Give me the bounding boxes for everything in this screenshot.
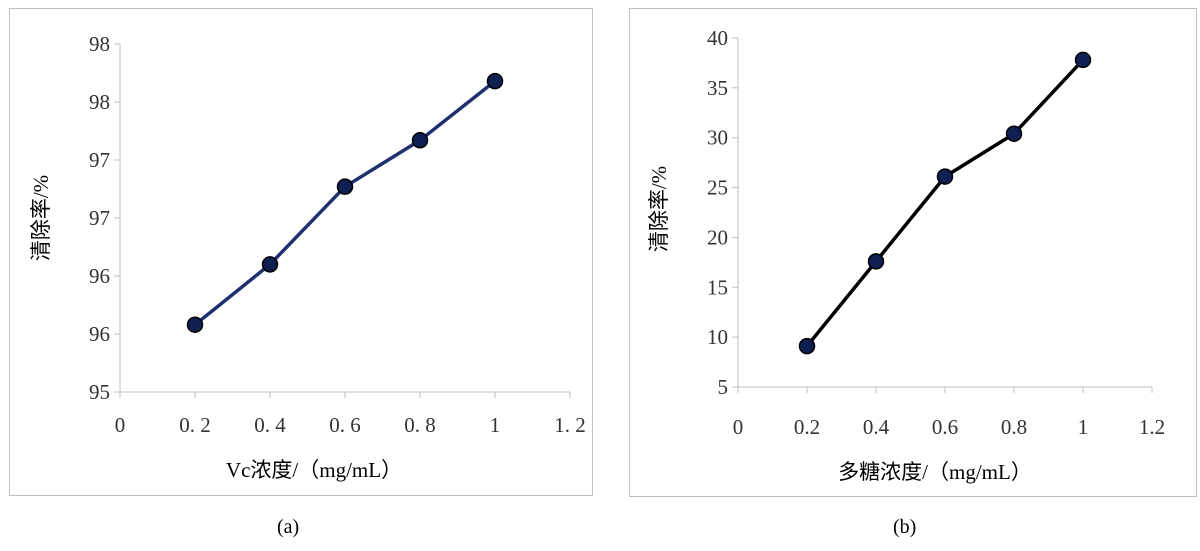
data-point	[867, 253, 885, 270]
chart-a-svg: 95 96 96 97 97 98 98 0 0. 2 0. 4 0. 6 0. 8 1 1. 2 Vc浓度…	[29, 32, 586, 482]
y-tick-label: 35	[707, 76, 728, 100]
x-tick-label: 1	[490, 413, 501, 437]
x-tick-label: 0	[115, 413, 126, 437]
data-point	[1074, 51, 1092, 69]
y-tick-label: 96	[89, 322, 110, 346]
x-tick-label: 0. 2	[179, 413, 211, 437]
y-tick-label: 98	[89, 90, 110, 114]
y-axis-title: 清除率/%	[647, 166, 671, 252]
y-tick-label: 97	[89, 148, 110, 172]
data-point	[936, 168, 954, 185]
x-tick-label: 0.2	[794, 415, 820, 439]
x-axis-title: 多糖浓度/（mg/mL）	[838, 460, 1032, 484]
x-tick-label: 0. 8	[404, 413, 436, 437]
chart-b-svg: 5 10 15 20 25 30 35 40 0 0.2 0.4 0.6 0.8 1 1.2 多糖浓度/（mg…	[647, 26, 1165, 484]
data-point	[261, 256, 279, 273]
data-point	[411, 132, 429, 149]
x-tick-label: 0.6	[932, 415, 958, 439]
y-tick-label: 25	[707, 176, 728, 200]
data-point	[798, 337, 816, 355]
x-tick-label: 1	[1078, 415, 1089, 439]
x-tick-label: 0.4	[863, 415, 890, 439]
chart-panel-a: 95 96 96 97 97 98 98 0 0. 2 0. 4 0. 6 0. 8 1 1. 2 Vc浓度…	[9, 8, 593, 496]
data-point	[1005, 125, 1023, 142]
data-point	[336, 178, 354, 195]
y-tick-label: 15	[707, 275, 728, 299]
data-point	[486, 72, 504, 90]
chart-panel-b: 5 10 15 20 25 30 35 40 0 0.2 0.4 0.6 0.8 1 1.2 多糖浓度/（mg…	[629, 8, 1197, 497]
data-point	[186, 316, 204, 333]
y-tick-label: 98	[89, 32, 110, 56]
x-tick-label: 0	[733, 415, 744, 439]
x-tick-label: 0. 6	[329, 413, 361, 437]
y-tick-label: 5	[718, 375, 729, 399]
x-tick-label: 1.2	[1139, 415, 1165, 439]
x-tick-label: 1. 2	[554, 413, 586, 437]
y-tick-label: 40	[707, 26, 728, 50]
y-tick-label: 30	[707, 126, 728, 150]
y-tick-label: 97	[89, 206, 110, 230]
series-line	[805, 58, 1085, 348]
y-tick-label: 10	[707, 325, 728, 349]
x-tick-label: 0. 4	[254, 413, 286, 437]
series-line	[193, 79, 497, 327]
x-tick-label: 0.8	[1001, 415, 1027, 439]
y-axis-title: 清除率/%	[29, 175, 53, 261]
y-tick-label: 96	[89, 264, 110, 288]
caption-a: (a)	[277, 516, 300, 538]
y-tick-label: 95	[89, 380, 110, 404]
caption-b: (b)	[893, 516, 917, 538]
x-axis-title: Vc浓度/（mg/mL）	[226, 458, 402, 482]
y-tick-label: 20	[707, 225, 728, 249]
